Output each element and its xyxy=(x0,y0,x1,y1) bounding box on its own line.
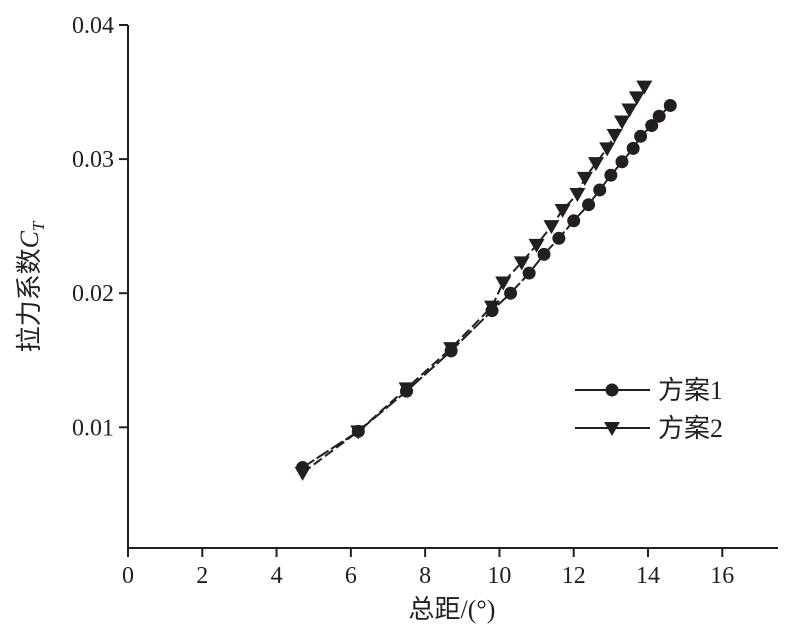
x-tick-label: 8 xyxy=(419,563,431,589)
data-point xyxy=(350,425,367,440)
axes: 0 2 4 6 8 10 12 14 16 0.01 0.02 0.03 0.04 xyxy=(72,13,778,589)
y-tick-label: 0.01 xyxy=(72,415,114,441)
x-tick-label: 4 xyxy=(271,563,283,589)
data-point xyxy=(636,80,653,95)
legend-marker xyxy=(605,383,619,397)
data-point xyxy=(582,198,596,212)
x-tick-label: 10 xyxy=(487,563,511,589)
x-tick-label: 14 xyxy=(636,563,660,589)
legend-marker xyxy=(604,422,620,436)
data-point xyxy=(398,382,415,397)
data-point xyxy=(495,276,512,291)
data-point xyxy=(615,155,629,169)
data-point xyxy=(599,142,616,157)
data-point xyxy=(628,91,645,106)
data-point xyxy=(522,266,536,280)
data-point xyxy=(614,115,630,130)
y-axis-label-subscript: T xyxy=(29,220,48,231)
series-line-2 xyxy=(301,86,646,474)
legend-label: 方案1 xyxy=(658,376,723,405)
x-tick-label: 16 xyxy=(710,563,734,589)
data-point xyxy=(663,98,677,112)
data-point xyxy=(576,171,593,186)
legend-label: 方案2 xyxy=(658,414,723,443)
data-point xyxy=(528,238,545,253)
data-point xyxy=(593,183,607,197)
series-line-1 xyxy=(302,104,671,469)
x-tick-label: 12 xyxy=(562,563,586,589)
data-point xyxy=(554,204,571,219)
y-tick-label: 0.04 xyxy=(72,13,114,39)
x-axis-label: 总距/(°) xyxy=(409,595,496,624)
data-point xyxy=(537,247,551,261)
data-point xyxy=(294,466,311,481)
data-point xyxy=(606,128,623,143)
data-point xyxy=(626,141,640,155)
data-point xyxy=(552,231,566,245)
data-point xyxy=(543,220,560,235)
x-tick-label: 2 xyxy=(196,563,208,589)
data-point xyxy=(513,256,530,271)
data-point xyxy=(645,119,659,133)
x-tick-label: 0 xyxy=(122,563,134,589)
data-point xyxy=(652,109,666,123)
y-axis-label-symbol: C xyxy=(15,230,44,248)
data-point xyxy=(634,129,648,143)
data-point xyxy=(621,103,638,118)
data-point xyxy=(588,157,604,172)
series-layer xyxy=(294,80,677,481)
data-point xyxy=(567,214,581,228)
x-tick-label: 6 xyxy=(345,563,357,589)
data-point xyxy=(504,286,518,300)
data-point xyxy=(484,300,500,315)
y-tick-label: 0.03 xyxy=(72,147,114,173)
data-point xyxy=(443,342,460,357)
y-axis-label-text: 拉力系数 xyxy=(15,248,44,352)
y-tick-label: 0.02 xyxy=(72,281,114,307)
data-point xyxy=(604,168,618,182)
y-axis-label: 拉力系数CT xyxy=(15,220,48,352)
data-point xyxy=(569,187,586,202)
